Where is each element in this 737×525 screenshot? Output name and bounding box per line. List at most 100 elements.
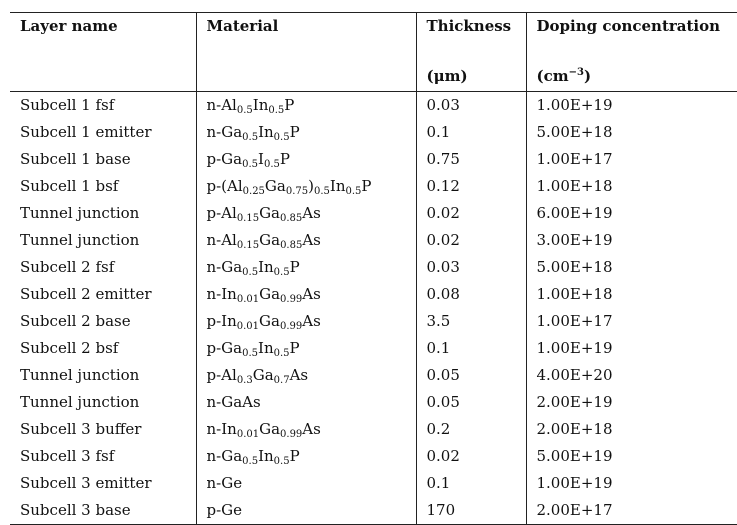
material-text: n-Ga [206, 123, 243, 141]
layer-name-cell: Subcell 2 base [20, 312, 131, 330]
thickness-cell: 0.75 [415, 146, 526, 173]
doping-unit-exponent: −3 [568, 67, 584, 78]
thickness-cell: 0.1 [415, 470, 526, 497]
thickness-cell: 0.1 [415, 335, 526, 362]
table-row: Tunnel junction n-Al0.15Ga0.85As 0.02 3.00E… [10, 227, 737, 254]
material-subscript: 0.99 [279, 321, 303, 332]
table-row: Subcell 3 emitter n-Ge 0.1 1.00E+19 [10, 470, 737, 497]
material-cell: p-Ge [195, 497, 416, 525]
material-text: In [329, 177, 346, 195]
doping-cell: 1.00E+17 [525, 146, 737, 173]
material-subscript: 0.15 [236, 213, 260, 224]
material-text: In [258, 258, 274, 276]
material-cell: p-Ga0.5I0.5P [195, 146, 416, 173]
material-text: n-Al [206, 231, 237, 249]
doping-cell: 5.00E+18 [525, 119, 737, 146]
doping-cell: 5.00E+19 [525, 443, 737, 470]
material-cell: p-(Al0.25Ga0.75)0.5In0.5P [195, 173, 416, 200]
material-text: n-Ga [206, 258, 243, 276]
material-subscript: 0.5 [273, 348, 290, 359]
layer-name-cell: Subcell 1 base [20, 150, 131, 168]
material-subscript: 0.85 [280, 240, 303, 251]
layer-name-cell: Subcell 1 emitter [20, 123, 152, 141]
layer-name-cell: Subcell 2 fsf [20, 258, 115, 276]
layer-name-cell: Subcell 1 fsf [20, 96, 115, 114]
material-text: n-Ga [206, 447, 243, 465]
material-text: p-Al [206, 366, 237, 384]
doping-cell: 1.00E+17 [525, 308, 737, 335]
material-cell: p-Ga0.5In0.5P [195, 335, 416, 362]
material-text: p-Ge [206, 501, 243, 519]
layer-table-container: Layer name Material Thickness Doping con… [10, 12, 737, 525]
thickness-cell: 0.03 [415, 254, 526, 281]
material-text: n-GaAs [206, 393, 261, 411]
material-text: Ga [259, 204, 281, 222]
table-row: Subcell 3 buffer n-In0.01Ga0.99As 0.2 2.00E… [10, 416, 737, 443]
table-row: Subcell 1 bsf p-(Al0.25Ga0.75)0.5In0.5P 0.… [10, 173, 737, 200]
material-text: P [289, 123, 300, 141]
layer-name-cell: Subcell 3 fsf [20, 447, 115, 465]
material-text: n-In [206, 420, 237, 438]
material-text: As [302, 204, 321, 222]
thickness-cell: 0.02 [415, 227, 526, 254]
material-text: As [302, 285, 321, 303]
header-row: Layer name Material Thickness Doping con… [10, 12, 737, 67]
doping-cell: 2.00E+17 [525, 497, 737, 525]
material-text: Ga [252, 366, 274, 384]
material-subscript: 0.5 [345, 186, 362, 197]
material-subscript: 0.3 [236, 375, 253, 386]
material-subscript: 0.5 [242, 267, 259, 278]
material-text: As [302, 231, 321, 249]
header-layer-unit-empty [10, 67, 196, 92]
doping-cell: 3.00E+19 [525, 227, 737, 254]
table-header: Layer name Material Thickness Doping con… [10, 12, 737, 92]
layer-name-cell: Subcell 3 base [10, 497, 196, 525]
table-row: Subcell 2 bsf p-Ga0.5In0.5P 0.1 1.00E+19 [10, 335, 737, 362]
material-cell: n-Ga0.5In0.5P [195, 443, 416, 470]
doping-cell: 2.00E+19 [525, 389, 737, 416]
layer-name-cell: Tunnel junction [20, 393, 140, 411]
layer-name-cell: Subcell 3 buffer [20, 420, 142, 438]
thickness-cell: 0.05 [415, 389, 526, 416]
material-subscript: 0.5 [242, 348, 259, 359]
material-subscript: 0.5 [273, 267, 290, 278]
header-layer-name: Layer name [10, 12, 196, 67]
material-text: I [258, 150, 264, 168]
layer-name-cell: Tunnel junction [20, 231, 140, 249]
thickness-cell: 0.02 [415, 443, 526, 470]
material-subscript: 0.75 [285, 186, 309, 197]
table-row: Subcell 1 emitter n-Ga0.5In0.5P 0.1 5.00E+1… [10, 119, 737, 146]
material-text: P [289, 447, 300, 465]
thickness-cell: 0.1 [415, 119, 526, 146]
material-cell: n-Ga0.5In0.5P [195, 254, 416, 281]
material-text: In [258, 123, 274, 141]
table-row: Subcell 2 base p-In0.01Ga0.99As 3.5 1.00E+1… [10, 308, 737, 335]
material-text: p-Ga [206, 339, 243, 357]
material-subscript: 0.5 [242, 159, 259, 170]
material-subscript: 0.15 [236, 240, 260, 251]
material-subscript: 0.25 [242, 186, 265, 197]
material-text: Ga [264, 177, 286, 195]
doping-cell: 5.00E+18 [525, 254, 737, 281]
table-row: Subcell 2 emitter n-In0.01Ga0.99As 0.08 1.0… [10, 281, 737, 308]
material-cell: n-In0.01Ga0.99As [195, 416, 416, 443]
layer-name-cell: Subcell 3 emitter [20, 474, 152, 492]
material-subscript: 0.5 [242, 456, 259, 467]
layer-name-cell: Tunnel junction [20, 366, 140, 384]
doping-cell: 1.00E+18 [525, 173, 737, 200]
header-units-row: (μm) (cm−3) [10, 67, 737, 92]
material-subscript: 0.5 [273, 456, 290, 467]
table-row: Tunnel junction p-Al0.3Ga0.7As 0.05 4.00E+2… [10, 362, 737, 389]
material-text: Ga [259, 312, 280, 330]
material-text: n-Ge [206, 474, 243, 492]
material-cell: n-In0.01Ga0.99As [195, 281, 416, 308]
thickness-cell: 3.5 [415, 308, 526, 335]
material-text: p-(Al [206, 177, 243, 195]
material-subscript: 0.5 [273, 132, 290, 143]
doping-cell: 1.00E+19 [525, 91, 737, 119]
doping-cell: 4.00E+20 [525, 362, 737, 389]
material-cell: n-Ge [195, 470, 416, 497]
material-cell: p-Al0.3Ga0.7As [195, 362, 416, 389]
material-text: As [302, 420, 321, 438]
material-text: p-Al [206, 204, 237, 222]
